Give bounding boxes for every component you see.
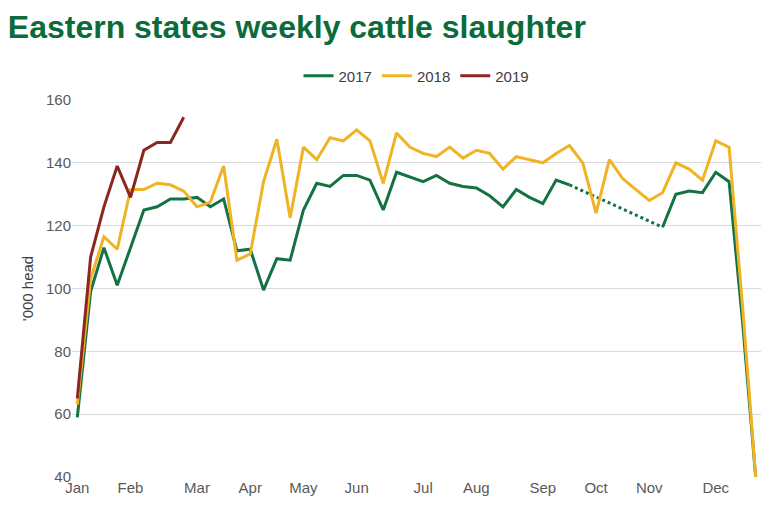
svg-text:Eastern states weekly cattle s: Eastern states weekly cattle slaughter: [8, 9, 586, 45]
svg-text:120: 120: [46, 217, 71, 234]
svg-text:40: 40: [54, 468, 71, 485]
svg-text:Nov: Nov: [636, 479, 663, 496]
svg-text:Feb: Feb: [118, 479, 144, 496]
svg-text:May: May: [289, 479, 318, 496]
svg-text:Jul: Jul: [414, 479, 433, 496]
svg-text:80: 80: [54, 343, 71, 360]
svg-text:Dec: Dec: [702, 479, 729, 496]
svg-text:60: 60: [54, 405, 71, 422]
svg-text:Aug: Aug: [463, 479, 490, 496]
svg-text:Mar: Mar: [184, 479, 210, 496]
svg-text:Apr: Apr: [239, 479, 262, 496]
svg-text:'000 head: '000 head: [19, 256, 36, 321]
svg-text:140: 140: [46, 154, 71, 171]
svg-text:Sep: Sep: [530, 479, 557, 496]
svg-text:Oct: Oct: [584, 479, 608, 496]
svg-text:2017: 2017: [339, 68, 372, 85]
svg-text:Jan: Jan: [65, 479, 89, 496]
svg-text:2018: 2018: [417, 68, 450, 85]
svg-text:2019: 2019: [495, 68, 528, 85]
svg-text:160: 160: [46, 91, 71, 108]
svg-text:Jun: Jun: [345, 479, 369, 496]
svg-text:100: 100: [46, 280, 71, 297]
